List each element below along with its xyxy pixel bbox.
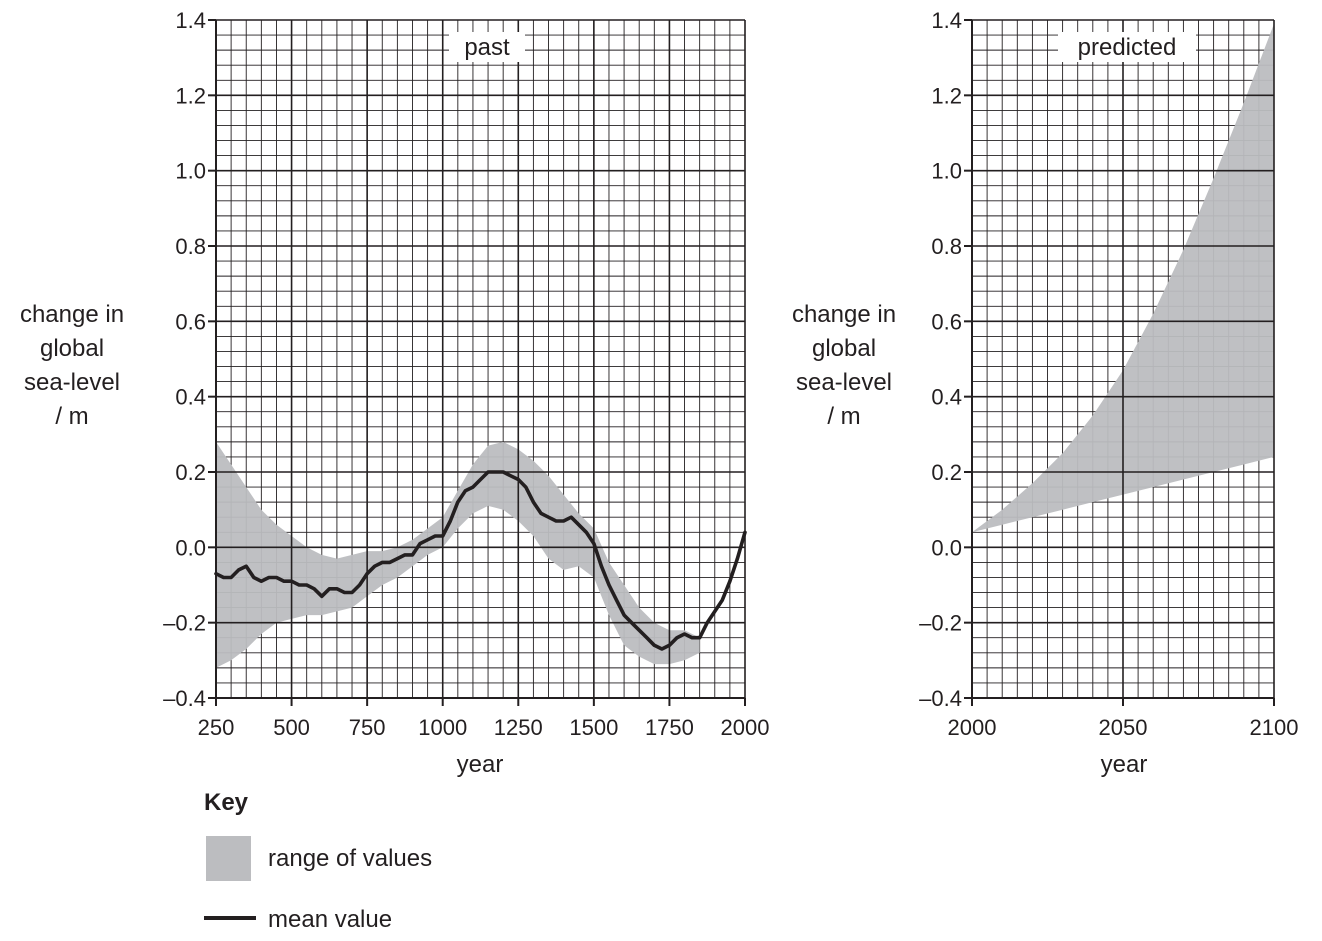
range-band: [216, 441, 700, 668]
y-tick-label: 0.4: [931, 385, 962, 410]
x-tick-label: 1750: [645, 715, 694, 740]
y-tick-label: –0.2: [919, 611, 962, 636]
x-tick-label: 2050: [1099, 715, 1148, 740]
y-tick-label: 0.2: [175, 460, 206, 485]
x-tick-label: 2000: [948, 715, 997, 740]
x-tick-label: 1250: [494, 715, 543, 740]
x-tick-label: 2100: [1250, 715, 1299, 740]
y-tick-label: –0.4: [163, 686, 206, 711]
x-axis-label: year: [1101, 751, 1148, 778]
x-tick-label: 250: [198, 715, 235, 740]
y-tick-label: 0.6: [931, 309, 962, 334]
panel-title: predicted: [1078, 34, 1177, 61]
key-mean-label: mean value: [268, 906, 392, 933]
y-axis-label: sea-level: [796, 369, 892, 396]
y-axis-label: sea-level: [24, 369, 120, 396]
y-axis-label: change in: [792, 301, 896, 328]
key-title: Key: [204, 789, 249, 816]
x-tick-label: 500: [273, 715, 310, 740]
y-tick-label: 0.8: [175, 234, 206, 259]
x-axis-label: year: [457, 751, 504, 778]
y-tick-label: 1.4: [175, 8, 206, 33]
y-tick-label: 0.0: [175, 535, 206, 560]
x-tick-label: 1500: [569, 715, 618, 740]
past-panel: –0.4 –0.2 0.0 0.2 0.4 0.6 0.8 1.0 1.2 1.4 250 500 75…: [20, 8, 770, 778]
panel-title-bg: [449, 32, 525, 62]
y-axis-label: global: [812, 335, 876, 362]
panel-title: past: [464, 34, 510, 61]
x-tick-label: 750: [349, 715, 386, 740]
y-axis-label: global: [40, 335, 104, 362]
y-tick-label: 1.2: [175, 83, 206, 108]
y-tick-label: 1.2: [931, 83, 962, 108]
y-tick-label: –0.2: [163, 611, 206, 636]
x-tick-label: 1000: [418, 715, 467, 740]
y-tick-label: –0.4: [919, 686, 962, 711]
key-range-swatch: [206, 836, 251, 881]
key-range-label: range of values: [268, 845, 432, 872]
y-axis-label: / m: [827, 403, 860, 430]
y-tick-label: 1.0: [931, 159, 962, 184]
y-axis-label: change in: [20, 301, 124, 328]
y-tick-label: 1.0: [175, 159, 206, 184]
mean-line: [214, 470, 747, 651]
x-tick-label: 2000: [721, 715, 770, 740]
y-axis-label: / m: [55, 403, 88, 430]
y-tick-label: 0.6: [175, 309, 206, 334]
y-tick-label: 0.2: [931, 460, 962, 485]
y-tick-label: 0.8: [931, 234, 962, 259]
y-tick-label: 1.4: [931, 8, 962, 33]
predicted-panel: –0.4 –0.2 0.0 0.2 0.4 0.6 0.8 1.0 1.2 1.4 2000 2050…: [792, 8, 1299, 778]
y-tick-label: 0.0: [931, 535, 962, 560]
y-tick-label: 0.4: [175, 385, 206, 410]
range-band: [972, 23, 1274, 533]
key: Key range of values mean value: [204, 789, 432, 933]
panel-title-bg: [1058, 32, 1196, 62]
